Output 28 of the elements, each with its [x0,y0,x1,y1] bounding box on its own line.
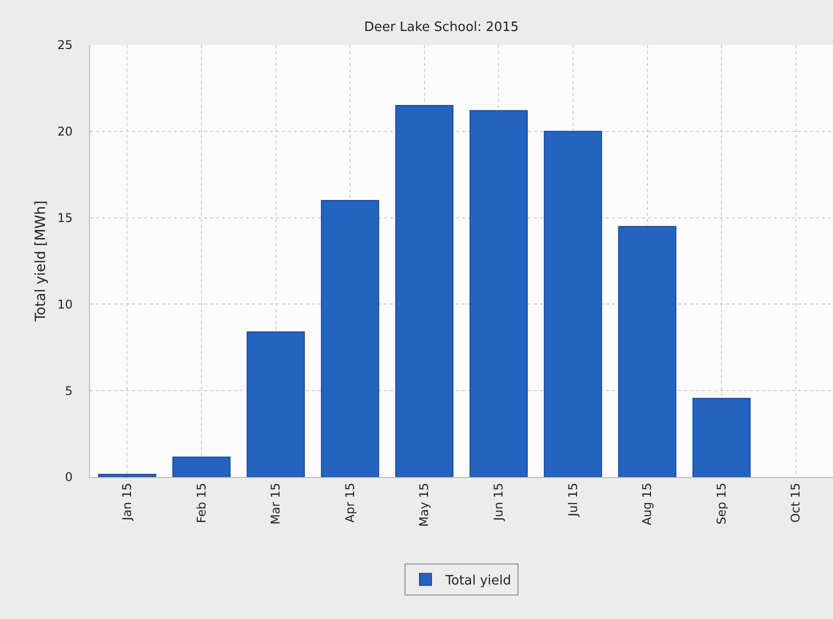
x-tick-label: Mar 15 [268,482,283,525]
bar [544,130,602,477]
bar [470,110,528,477]
chart-title: Deer Lake School: 2015 [364,20,519,35]
x-tick-label: May 15 [417,482,432,527]
x-tick-label: Sep 15 [714,482,728,525]
y-tick-label: 25 [57,38,73,52]
x-tick-label: Jun 15 [492,482,506,522]
y-tick-label: 5 [64,384,73,398]
x-tick-label: Jul 15 [566,482,580,518]
x-tick-label: Jan 15 [120,482,134,522]
legend-label: Total yield [444,573,512,588]
x-tick-label: Aug 15 [640,482,654,526]
y-tick-label: 0 [64,470,73,484]
bar [172,456,231,477]
bar [395,104,454,477]
bar [692,398,751,477]
x-tick-label: Apr 15 [342,482,357,523]
y-axis-title: Total yield [MWh] [32,200,49,322]
y-tick-label: 15 [57,211,73,225]
y-tick-label: 10 [57,297,73,312]
y-tick-label: 20 [57,124,73,139]
bar [320,200,380,477]
bar [246,331,305,477]
bar [98,474,156,477]
x-tick-label: Feb 15 [194,482,208,524]
x-tick-label: Oct 15 [788,482,803,523]
bar [618,226,676,477]
